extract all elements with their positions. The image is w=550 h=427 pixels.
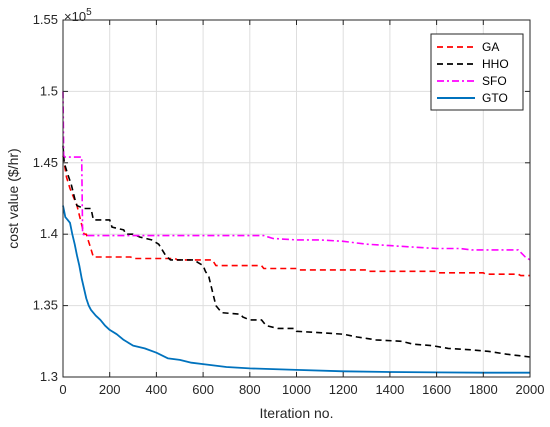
series-layer (62, 91, 531, 374)
y-exponent-power: 5 (86, 7, 92, 18)
x-tick-label: 1800 (469, 382, 498, 397)
y-tick-label: 1.35 (33, 298, 58, 313)
series-line-sfo (62, 91, 531, 261)
y-axis-label: cost value ($/hr) (5, 148, 21, 248)
series-line-gto (62, 205, 530, 374)
x-tick-label: 800 (239, 382, 261, 397)
y-tick-label: 1.45 (33, 155, 58, 170)
y-exponent-label: ×105 (64, 7, 92, 24)
tick-marks (62, 19, 531, 378)
y-tick-label: 1.55 (33, 12, 58, 27)
legend-label-sfo: SFO (482, 74, 507, 88)
x-tick-label: 1400 (375, 382, 404, 397)
grid-lines (63, 20, 530, 377)
legend-label-ga: GA (482, 40, 499, 54)
x-tick-label: 1200 (329, 382, 358, 397)
x-tick-label: 400 (146, 382, 168, 397)
y-tick-label: 1.5 (40, 83, 58, 98)
legend-label-gto: GTO (482, 91, 508, 105)
x-tick-label: 0 (59, 382, 66, 397)
tick-labels: 0 200 400 600 800 1000 1200 1400 1600 1800 2000 1.3… (33, 12, 545, 397)
x-tick-label: 600 (192, 382, 214, 397)
x-tick-label: 1000 (282, 382, 311, 397)
legend: GA HHO SFO GTO (430, 33, 524, 111)
x-tick-label: 1600 (422, 382, 451, 397)
series-line-hho (62, 145, 531, 358)
x-tick-label: 2000 (516, 382, 545, 397)
x-axis-label: Iteration no. (260, 405, 334, 421)
y-tick-label: 1.3 (40, 369, 58, 384)
legend-label-hho: HHO (482, 57, 509, 71)
y-tick-label: 1.4 (40, 226, 58, 241)
y-exponent-base: ×10 (64, 9, 86, 24)
x-tick-label: 200 (99, 382, 121, 397)
